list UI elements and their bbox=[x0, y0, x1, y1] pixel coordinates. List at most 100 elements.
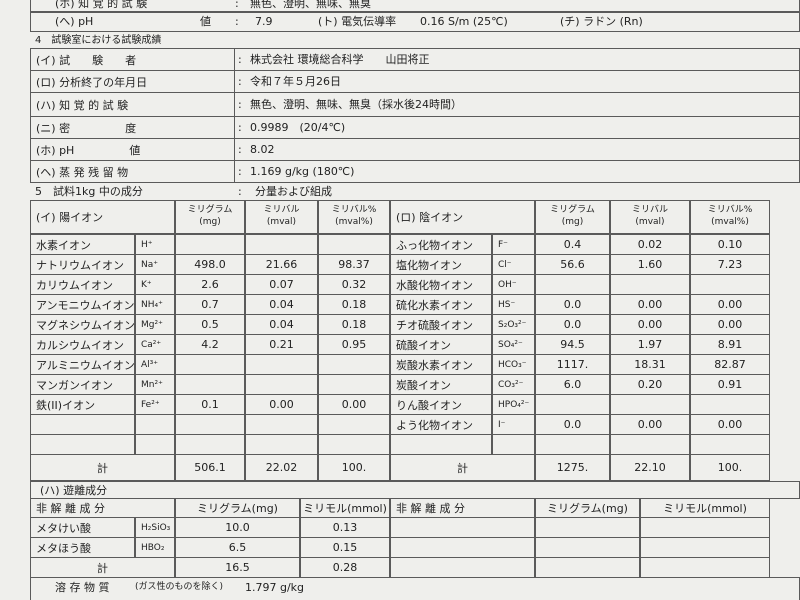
field-value: 株式会社 環境総合科学 山田将正 bbox=[250, 53, 430, 66]
header-name: ミリバル% bbox=[331, 205, 377, 216]
ion-value: 82.87 bbox=[690, 354, 770, 375]
header-cell: (ロ) 陰イオン bbox=[390, 200, 535, 234]
field-label: (ホ) 知 覚 的 試 験 bbox=[55, 0, 148, 10]
free-name: メタけい酸 bbox=[30, 517, 135, 538]
ion-value bbox=[245, 354, 318, 375]
dissolved-label: 溶 存 物 質 bbox=[55, 581, 110, 594]
total-value: 22.02 bbox=[245, 454, 318, 481]
field-value: 7.9 bbox=[255, 15, 273, 28]
ion-value bbox=[535, 394, 610, 415]
ion-value bbox=[610, 434, 690, 455]
ion-formula: OH⁻ bbox=[492, 274, 535, 295]
ion-value: 0.5 bbox=[175, 314, 245, 335]
colon: : bbox=[238, 185, 242, 198]
header-cell: ミリグラム(mg) bbox=[535, 200, 610, 234]
ion-formula: HS⁻ bbox=[492, 294, 535, 315]
ion-value: 0.00 bbox=[318, 394, 390, 415]
ion-value: 0.04 bbox=[245, 294, 318, 315]
total-label: 計 bbox=[390, 454, 535, 481]
header-cell: 非 解 離 成 分 bbox=[390, 498, 535, 518]
ion-value: 0.20 bbox=[610, 374, 690, 395]
ion-formula: Mn²⁺ bbox=[135, 374, 175, 395]
field-label: (へ) pH bbox=[55, 15, 94, 28]
ion-name: 鉄(II)イオン bbox=[30, 394, 135, 415]
ion-value: 7.23 bbox=[690, 254, 770, 275]
ion-value: 0.91 bbox=[690, 374, 770, 395]
ion-name: ふっ化物イオン bbox=[390, 234, 492, 255]
header-cell: ミリバル% (mval%) bbox=[690, 200, 770, 234]
total-value: 22.10 bbox=[610, 454, 690, 481]
free-formula: HBO₂ bbox=[135, 537, 175, 558]
header-name: ミリグラム bbox=[550, 205, 595, 216]
ion-name: マグネシウムイオン bbox=[30, 314, 135, 335]
ion-name: よう化物イオン bbox=[390, 414, 492, 435]
ion-value bbox=[610, 394, 690, 415]
ion-value: 0.0 bbox=[535, 294, 610, 315]
header-cell: ミリバル (mval) bbox=[610, 200, 690, 234]
colon: : bbox=[238, 98, 242, 111]
ion-formula bbox=[135, 414, 175, 435]
empty-cell bbox=[640, 537, 770, 558]
ion-value: 8.91 bbox=[690, 334, 770, 355]
empty-cell bbox=[535, 517, 640, 538]
ion-name bbox=[30, 414, 135, 435]
header-cell: ミリモル(mmol) bbox=[300, 498, 390, 518]
ion-name: 硫酸イオン bbox=[390, 334, 492, 355]
ion-value: 56.6 bbox=[535, 254, 610, 275]
ion-name: 水酸化物イオン bbox=[390, 274, 492, 295]
ion-name: チオ硫酸イオン bbox=[390, 314, 492, 335]
empty-cell bbox=[640, 517, 770, 538]
ion-value: 21.66 bbox=[245, 254, 318, 275]
header-name: ミリバル bbox=[263, 205, 300, 216]
ion-value: 0.18 bbox=[318, 314, 390, 335]
ion-value: 0.7 bbox=[175, 294, 245, 315]
ion-value: 94.5 bbox=[535, 334, 610, 355]
colon: : bbox=[235, 0, 239, 10]
ion-formula: H⁺ bbox=[135, 234, 175, 255]
ion-formula: NH₄⁺ bbox=[135, 294, 175, 315]
ion-formula: HPO₄²⁻ bbox=[492, 394, 535, 415]
ion-value: 1.97 bbox=[610, 334, 690, 355]
header-cell: (イ) 陽イオン bbox=[30, 200, 175, 234]
ion-name: りん酸イオン bbox=[390, 394, 492, 415]
empty-cell bbox=[390, 517, 535, 538]
ion-value bbox=[175, 434, 245, 455]
ion-name: カルシウムイオン bbox=[30, 334, 135, 355]
total-label: 計 bbox=[30, 454, 175, 481]
ion-value: 2.6 bbox=[175, 274, 245, 295]
ion-value bbox=[175, 374, 245, 395]
section-title: 4 試験室における試験成績 bbox=[35, 35, 162, 46]
total-value: 100. bbox=[690, 454, 770, 481]
label-cell: (ニ) 密 度 bbox=[30, 116, 235, 139]
free-value: 0.13 bbox=[300, 517, 390, 538]
header-name: ミリバル% bbox=[707, 205, 753, 216]
ion-value bbox=[610, 274, 690, 295]
header-unit: (mg) bbox=[199, 217, 221, 227]
ion-value: 1117. bbox=[535, 354, 610, 375]
ion-formula: Fe²⁺ bbox=[135, 394, 175, 415]
ion-formula: S₂O₃²⁻ bbox=[492, 314, 535, 335]
ion-value bbox=[245, 234, 318, 255]
ion-formula: Mg²⁺ bbox=[135, 314, 175, 335]
free-formula: H₂SiO₃ bbox=[135, 517, 175, 538]
ion-value bbox=[175, 414, 245, 435]
ion-value bbox=[535, 434, 610, 455]
ion-value bbox=[318, 374, 390, 395]
field-value: 1.169 g/kg (180℃) bbox=[250, 165, 355, 178]
ion-formula: Al³⁺ bbox=[135, 354, 175, 375]
header-cell: ミリグラム(mg) bbox=[175, 498, 300, 518]
empty-cell bbox=[535, 537, 640, 558]
total-label: 計 bbox=[30, 557, 175, 578]
field-label: (ト) 電気伝導率 bbox=[318, 15, 397, 28]
colon: : bbox=[238, 75, 242, 88]
header-cell: ミリバル% (mval%) bbox=[318, 200, 390, 234]
label-cell: (ヘ) 蒸 発 残 留 物 bbox=[30, 160, 235, 183]
label-cell: (ロ) 分析終了の年月日 bbox=[30, 70, 235, 93]
ion-value: 0.0 bbox=[535, 314, 610, 335]
header-cell: ミリグラム(mg) bbox=[175, 200, 245, 234]
empty-cell bbox=[390, 537, 535, 558]
colon: : bbox=[238, 121, 242, 134]
ion-name: ナトリウムイオン bbox=[30, 254, 135, 275]
ion-name: マンガンイオン bbox=[30, 374, 135, 395]
